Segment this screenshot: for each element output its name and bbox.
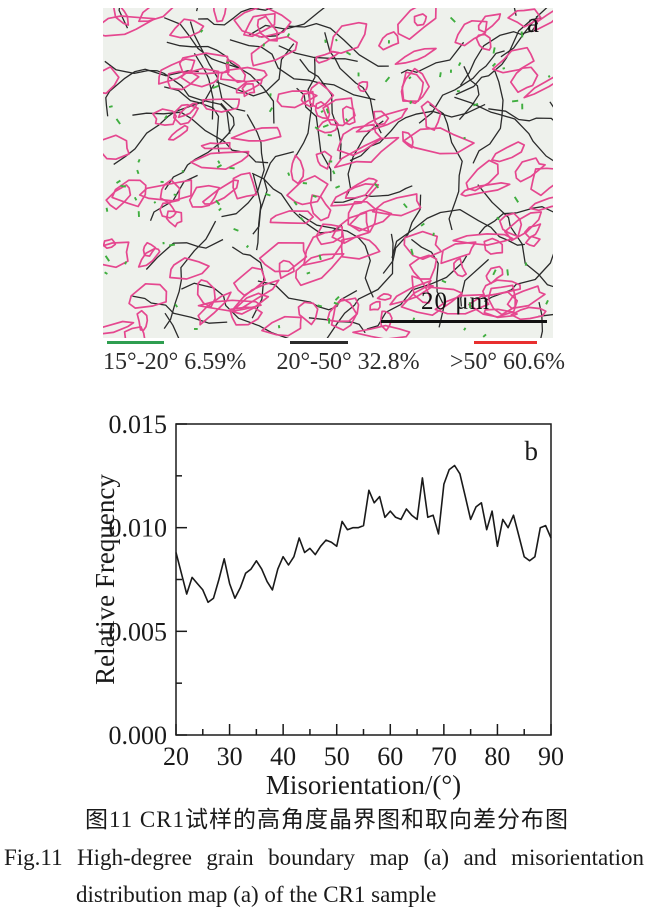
legend-label: >50° 60.6%	[449, 349, 565, 375]
legend-item-20-50deg: 20°-50° 32.8%	[276, 341, 420, 376]
grain-boundary-map: a 20 μm	[103, 8, 553, 338]
misorientation-chart-panel: 20 30 40 50 60 70 80 90 0.000 0.005 0.010 0.015 Miso…	[0, 400, 654, 805]
caption-english-line1: Fig.11 High-degree grain boundary map (a…	[4, 845, 644, 870]
svg-text:20: 20	[163, 742, 189, 771]
green-boundaries	[104, 16, 551, 338]
legend-swatch-red-line	[473, 341, 537, 344]
legend-swatch-green-line	[107, 341, 164, 344]
panel-a-label: a	[527, 8, 539, 38]
scale-bar-label: 20 μm	[421, 288, 491, 315]
caption-english-line2: distribution map (a) of the CR1 sample	[76, 882, 437, 907]
pink-boundaries	[103, 8, 553, 338]
scale-bar-line	[381, 320, 547, 323]
legend-label: 15°-20° 6.59%	[103, 349, 247, 375]
svg-text:0.000: 0.000	[109, 721, 168, 750]
svg-text:40: 40	[270, 742, 296, 771]
boundary-legend: 15°-20° 6.59% 20°-50° 32.8% >50° 60.6%	[103, 341, 565, 376]
chart-tick-labels: 20 30 40 50 60 70 80 90 0.000 0.005 0.010 0.015	[109, 410, 565, 771]
caption-chinese: 图11 CR1试样的高角度晶界图和取向差分布图	[84, 807, 570, 832]
svg-text:60: 60	[377, 742, 403, 771]
grain-boundary-map-art	[103, 8, 553, 338]
chart-xlabel: Misorientation/(°)	[266, 770, 461, 800]
legend-item-gt50deg: >50° 60.6%	[450, 341, 565, 376]
svg-text:90: 90	[538, 742, 564, 771]
legend-label: 20°-50° 32.8%	[276, 349, 420, 375]
panel-b-label: b	[525, 436, 539, 466]
svg-text:30: 30	[217, 742, 243, 771]
svg-text:80: 80	[484, 742, 510, 771]
svg-text:0.010: 0.010	[109, 514, 168, 543]
svg-text:70: 70	[431, 742, 457, 771]
svg-text:0.005: 0.005	[109, 617, 168, 646]
misorientation-chart: 20 30 40 50 60 70 80 90 0.000 0.005 0.010 0.015 Miso…	[90, 410, 565, 800]
chart-series-line	[175, 464, 552, 604]
legend-swatch-black-line	[290, 341, 349, 344]
chart-ylabel: Relative Frequency	[90, 474, 120, 685]
chart-axes	[175, 423, 552, 736]
legend-item-15-20deg: 15°-20° 6.59%	[103, 341, 246, 376]
svg-text:0.015: 0.015	[109, 410, 168, 439]
svg-text:50: 50	[324, 742, 350, 771]
